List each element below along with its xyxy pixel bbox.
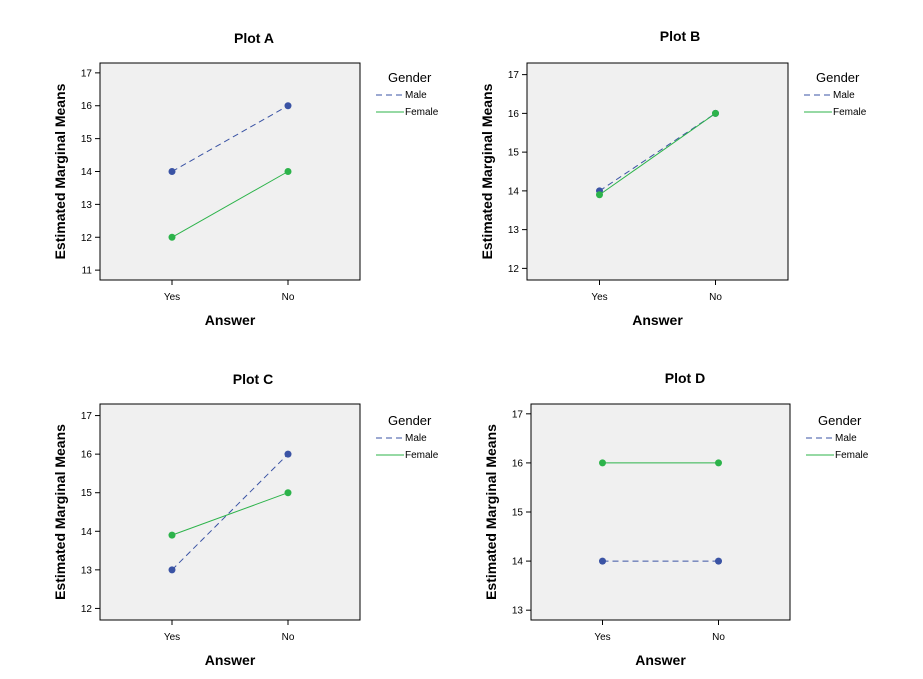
y-tick-label: 17 xyxy=(508,70,520,81)
y-tick-label: 13 xyxy=(512,606,524,617)
data-point-male xyxy=(168,566,176,574)
y-tick-label: 16 xyxy=(81,450,93,461)
series-line-female xyxy=(171,171,289,238)
legend-label: Male xyxy=(405,433,427,444)
data-point-female xyxy=(596,191,603,199)
y-tick-label: 12 xyxy=(81,604,93,615)
data-point-female xyxy=(715,459,722,467)
legend-label: Female xyxy=(835,450,869,461)
chart-title: Plot C xyxy=(233,371,273,387)
data-point-female xyxy=(284,168,292,175)
legend: Gender Male Female xyxy=(804,70,867,118)
plot-area xyxy=(526,62,789,281)
series-line-female xyxy=(599,112,716,196)
chart-panel-1: Plot A 11 12 13 14 15 16 17 Yes No Answer Estimated… xyxy=(52,30,439,328)
x-tick-label: No xyxy=(282,292,295,303)
series-line-female xyxy=(171,492,289,536)
y-tick-label: 17 xyxy=(81,68,93,79)
data-point-female xyxy=(284,489,292,497)
x-tick-label: No xyxy=(709,292,722,303)
x-tick-label: No xyxy=(712,632,725,643)
x-tick-label: Yes xyxy=(164,632,180,643)
y-tick-label: 17 xyxy=(81,411,93,422)
data-point-male xyxy=(168,168,176,175)
y-axis-label: Estimated Marginal Means xyxy=(52,424,68,600)
y-axis-label: Estimated Marginal Means xyxy=(479,83,495,259)
data-point-female xyxy=(712,109,719,117)
legend-title: Gender xyxy=(388,70,432,85)
data-point-female xyxy=(168,531,176,539)
x-axis-label: Answer xyxy=(635,652,686,668)
plot-area xyxy=(99,62,361,281)
y-tick-label: 13 xyxy=(81,200,93,211)
y-tick-label: 12 xyxy=(508,264,520,275)
y-tick-label: 14 xyxy=(508,186,520,197)
series-line-male xyxy=(171,105,289,172)
legend-label: Male xyxy=(833,90,855,101)
chart-panel-4: Plot D 13 14 15 16 17 Yes No Answer Estimated Mar… xyxy=(483,370,869,668)
legend: Gender Male Female xyxy=(806,413,869,461)
y-tick-label: 13 xyxy=(81,565,93,576)
y-tick-label: 17 xyxy=(512,409,524,420)
y-axis-label: Estimated Marginal Means xyxy=(483,424,499,600)
legend-title: Gender xyxy=(818,413,862,428)
data-point-male xyxy=(599,557,606,565)
legend-title: Gender xyxy=(388,413,432,428)
legend-title: Gender xyxy=(816,70,860,85)
legend-label: Male xyxy=(835,433,857,444)
data-point-male xyxy=(715,557,722,565)
x-tick-label: Yes xyxy=(591,292,607,303)
x-tick-label: Yes xyxy=(164,292,180,303)
y-tick-label: 15 xyxy=(508,148,520,159)
y-tick-label: 12 xyxy=(81,233,93,244)
legend: Gender Male Female xyxy=(376,413,439,461)
y-axis-label: Estimated Marginal Means xyxy=(52,83,68,259)
data-point-male xyxy=(284,102,292,110)
x-axis-label: Answer xyxy=(632,312,683,328)
chart-panel-2: Plot B 12 13 14 15 16 17 Yes No Answer Estimated M… xyxy=(479,28,867,328)
x-tick-label: Yes xyxy=(594,632,610,643)
legend: Gender Male Female xyxy=(376,70,439,118)
data-point-female xyxy=(599,459,606,467)
y-tick-label: 15 xyxy=(512,508,524,519)
y-tick-label: 16 xyxy=(508,109,520,120)
y-tick-label: 16 xyxy=(512,458,524,469)
plot-area xyxy=(530,403,791,621)
x-axis-label: Answer xyxy=(205,652,256,668)
chart-title: Plot D xyxy=(665,370,705,386)
y-tick-label: 11 xyxy=(82,266,93,277)
series-line-male xyxy=(171,453,289,571)
data-point-male xyxy=(284,450,292,458)
legend-label: Female xyxy=(833,107,867,118)
y-tick-label: 16 xyxy=(81,101,93,112)
y-tick-label: 13 xyxy=(508,225,520,236)
x-tick-label: No xyxy=(282,632,295,643)
legend-label: Female xyxy=(405,107,439,118)
series-line-male xyxy=(599,112,716,192)
legend-label: Female xyxy=(405,450,439,461)
legend-label: Male xyxy=(405,90,427,101)
chart-title: Plot A xyxy=(234,30,274,46)
y-tick-label: 15 xyxy=(81,488,93,499)
y-tick-label: 14 xyxy=(81,167,93,178)
y-tick-label: 14 xyxy=(81,527,93,538)
chart-title: Plot B xyxy=(660,28,700,44)
data-point-female xyxy=(168,233,176,241)
chart-panel-3: Plot C 12 13 14 15 16 17 Yes No Answer Estimated M… xyxy=(52,371,439,668)
y-tick-label: 15 xyxy=(81,134,93,145)
x-axis-label: Answer xyxy=(205,312,256,328)
y-tick-label: 14 xyxy=(512,557,524,568)
